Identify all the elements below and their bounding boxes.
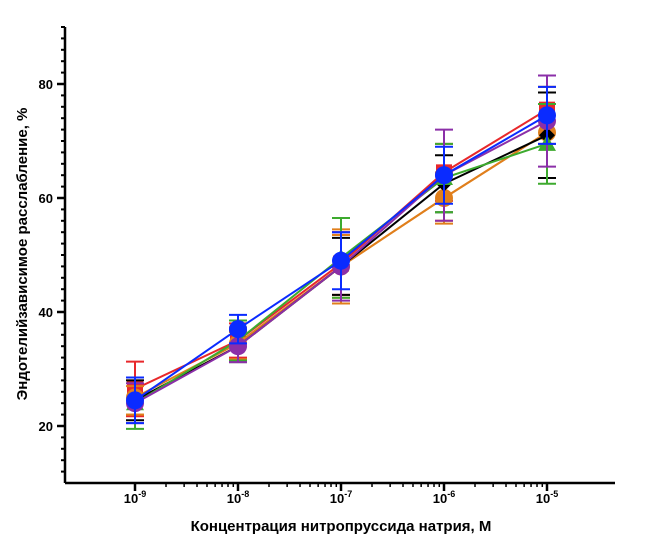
data-point	[435, 166, 453, 185]
x-tick-label: 10-6	[433, 489, 455, 506]
axes: 20 40 60 80 10-9 10-8 10-7 10-6 10-5	[39, 26, 615, 506]
x-tick-label: 10-5	[536, 489, 558, 506]
y-tick-label: 40	[39, 305, 53, 320]
y-tick-label: 20	[39, 419, 53, 434]
series-7	[126, 85, 556, 425]
data-point	[229, 337, 247, 356]
data-point	[126, 391, 144, 410]
data-point	[229, 320, 247, 339]
x-tick-label: 10-7	[330, 489, 352, 506]
data-point	[538, 106, 556, 125]
x-tick-label: 10-8	[227, 489, 249, 506]
x-axis-title: Концентрация нитропруссида натрия, М	[191, 518, 492, 535]
y-axis-title: Эндотелийзависимое расслабление, %	[14, 108, 31, 401]
y-tick-label: 80	[39, 77, 53, 92]
data-point	[332, 251, 350, 270]
series-layer	[126, 74, 556, 430]
y-tick-label: 60	[39, 191, 53, 206]
x-tick-label: 10-9	[124, 489, 146, 506]
